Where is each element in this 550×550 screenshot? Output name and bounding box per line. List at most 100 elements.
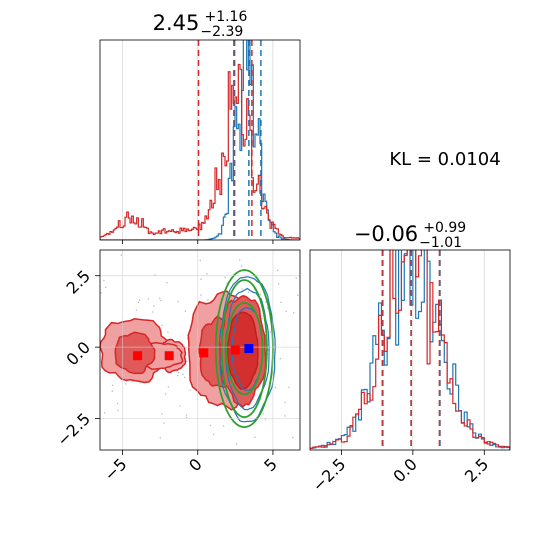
- bottom-right-title-median: −0.06: [354, 222, 418, 246]
- scatter-point: [276, 269, 279, 272]
- scatter-point: [288, 386, 290, 389]
- scatter-point: [269, 331, 271, 333]
- scatter-point: [217, 240, 218, 241]
- scatter-point: [262, 230, 263, 231]
- scatter-point: [209, 424, 212, 427]
- scatter-point: [297, 294, 299, 296]
- scatter-point: [262, 412, 264, 415]
- scatter-point: [264, 418, 267, 420]
- bottom-left-y-tick-label: 2.5: [63, 266, 94, 297]
- scatter-point: [320, 285, 321, 286]
- bottom-left-frame: [99, 249, 301, 451]
- bottom-right-red-histogram: [310, 250, 510, 450]
- scatter-point: [206, 273, 208, 275]
- bottom-right-frame: [309, 249, 511, 451]
- scatter-point: [161, 413, 163, 415]
- scatter-point: [247, 291, 250, 294]
- bottom-right-x-tick-label: 2.5: [461, 455, 492, 486]
- scatter-point: [199, 259, 201, 262]
- scatter-point: [240, 265, 243, 267]
- bottom-left-y-tick-label: 0.0: [63, 338, 94, 369]
- scatter-point: [182, 453, 183, 454]
- scatter-point: [111, 390, 113, 392]
- top-left-blue-histogram: [100, 40, 300, 240]
- scatter-point: [265, 301, 267, 303]
- scatter-point: [253, 288, 256, 291]
- blue-mode-marker: [244, 344, 254, 354]
- scatter-point: [182, 373, 184, 376]
- scatter-point: [261, 317, 263, 320]
- scatter-point: [204, 301, 206, 304]
- top-left-quantile-lines: [197, 40, 262, 240]
- scatter-point: [138, 299, 141, 301]
- scatter-point: [103, 279, 105, 282]
- bottom-left-contours: [100, 269, 276, 429]
- scatter-point: [186, 360, 188, 363]
- top-left-title: 2.45 +1.16: [153, 9, 248, 35]
- scatter-point: [279, 358, 282, 360]
- scatter-point: [105, 286, 107, 288]
- scatter-point: [116, 402, 119, 405]
- bottom-right-title-minus: −1.01: [419, 235, 462, 251]
- scatter-point: [124, 383, 127, 385]
- top-left-title-plus: +1.16: [204, 9, 247, 25]
- bottom-right-ticks: −2.5 0.0 2.5: [309, 450, 492, 496]
- scatter-point: [284, 401, 286, 404]
- scatter-point: [194, 244, 195, 245]
- scatter-point: [267, 349, 269, 351]
- bottom-right-x-tick-label: −2.5: [309, 455, 350, 496]
- scatter-point: [112, 384, 114, 387]
- scatter-point: [183, 376, 186, 379]
- scatter-point: [176, 374, 179, 377]
- scatter-point: [93, 363, 94, 364]
- scatter-point: [212, 433, 215, 436]
- scatter-point: [163, 422, 165, 424]
- scatter-point: [135, 309, 138, 311]
- scatter-point: [104, 412, 106, 414]
- scatter-point: [241, 288, 243, 290]
- scatter-point: [153, 305, 155, 307]
- scatter-point: [184, 310, 186, 312]
- scatter-point: [259, 293, 262, 296]
- scatter-point: [137, 301, 140, 303]
- red-mode-marker: [230, 345, 240, 355]
- bottom-right-histograms: [310, 250, 510, 450]
- scatter-point: [169, 233, 170, 234]
- scatter-point: [295, 277, 297, 279]
- scatter-point: [178, 371, 180, 374]
- bottom-right-panel: −2.5 0.0 2.5 −0.06 +0.99 −1.01: [309, 220, 511, 496]
- scatter-point: [187, 338, 189, 340]
- top-left-title-median: 2.45: [153, 11, 200, 35]
- bottom-left-panel: −5 0 5 2.5 0.0 −2.5: [53, 230, 321, 485]
- blue-contour: [218, 276, 276, 423]
- green-contour-ellipse: [225, 301, 264, 396]
- scatter-point: [160, 299, 162, 302]
- bottom-right-blue-histogram: [310, 250, 510, 450]
- scatter-point: [280, 301, 282, 303]
- scatter-point: [226, 282, 228, 284]
- scatter-point: [139, 382, 141, 384]
- scatter-point: [131, 380, 134, 382]
- green-contour-ellipse: [220, 279, 268, 419]
- scatter-point: [185, 414, 188, 416]
- scatter-point: [207, 299, 209, 301]
- top-left-frame: [99, 39, 301, 241]
- scatter-point: [277, 283, 280, 285]
- top-left-title-minus: −2.39: [200, 24, 243, 40]
- scatter-point: [292, 436, 294, 439]
- scatter-point: [254, 244, 255, 245]
- scatter-point: [117, 409, 119, 412]
- red-mode-marker: [133, 351, 143, 361]
- scatter-point: [167, 331, 169, 333]
- scatter-point: [100, 292, 102, 294]
- top-left-panel: 2.45 +1.16 −2.39: [99, 9, 301, 244]
- top-left-grid: [122, 40, 274, 240]
- bottom-right-x-tick-label: 0.0: [389, 455, 420, 486]
- scatter-point: [125, 380, 128, 382]
- scatter-point: [189, 389, 191, 391]
- scatter-point: [185, 416, 188, 419]
- scatter-point: [224, 276, 226, 279]
- scatter-point: [234, 460, 235, 461]
- scatter-point: [154, 274, 156, 276]
